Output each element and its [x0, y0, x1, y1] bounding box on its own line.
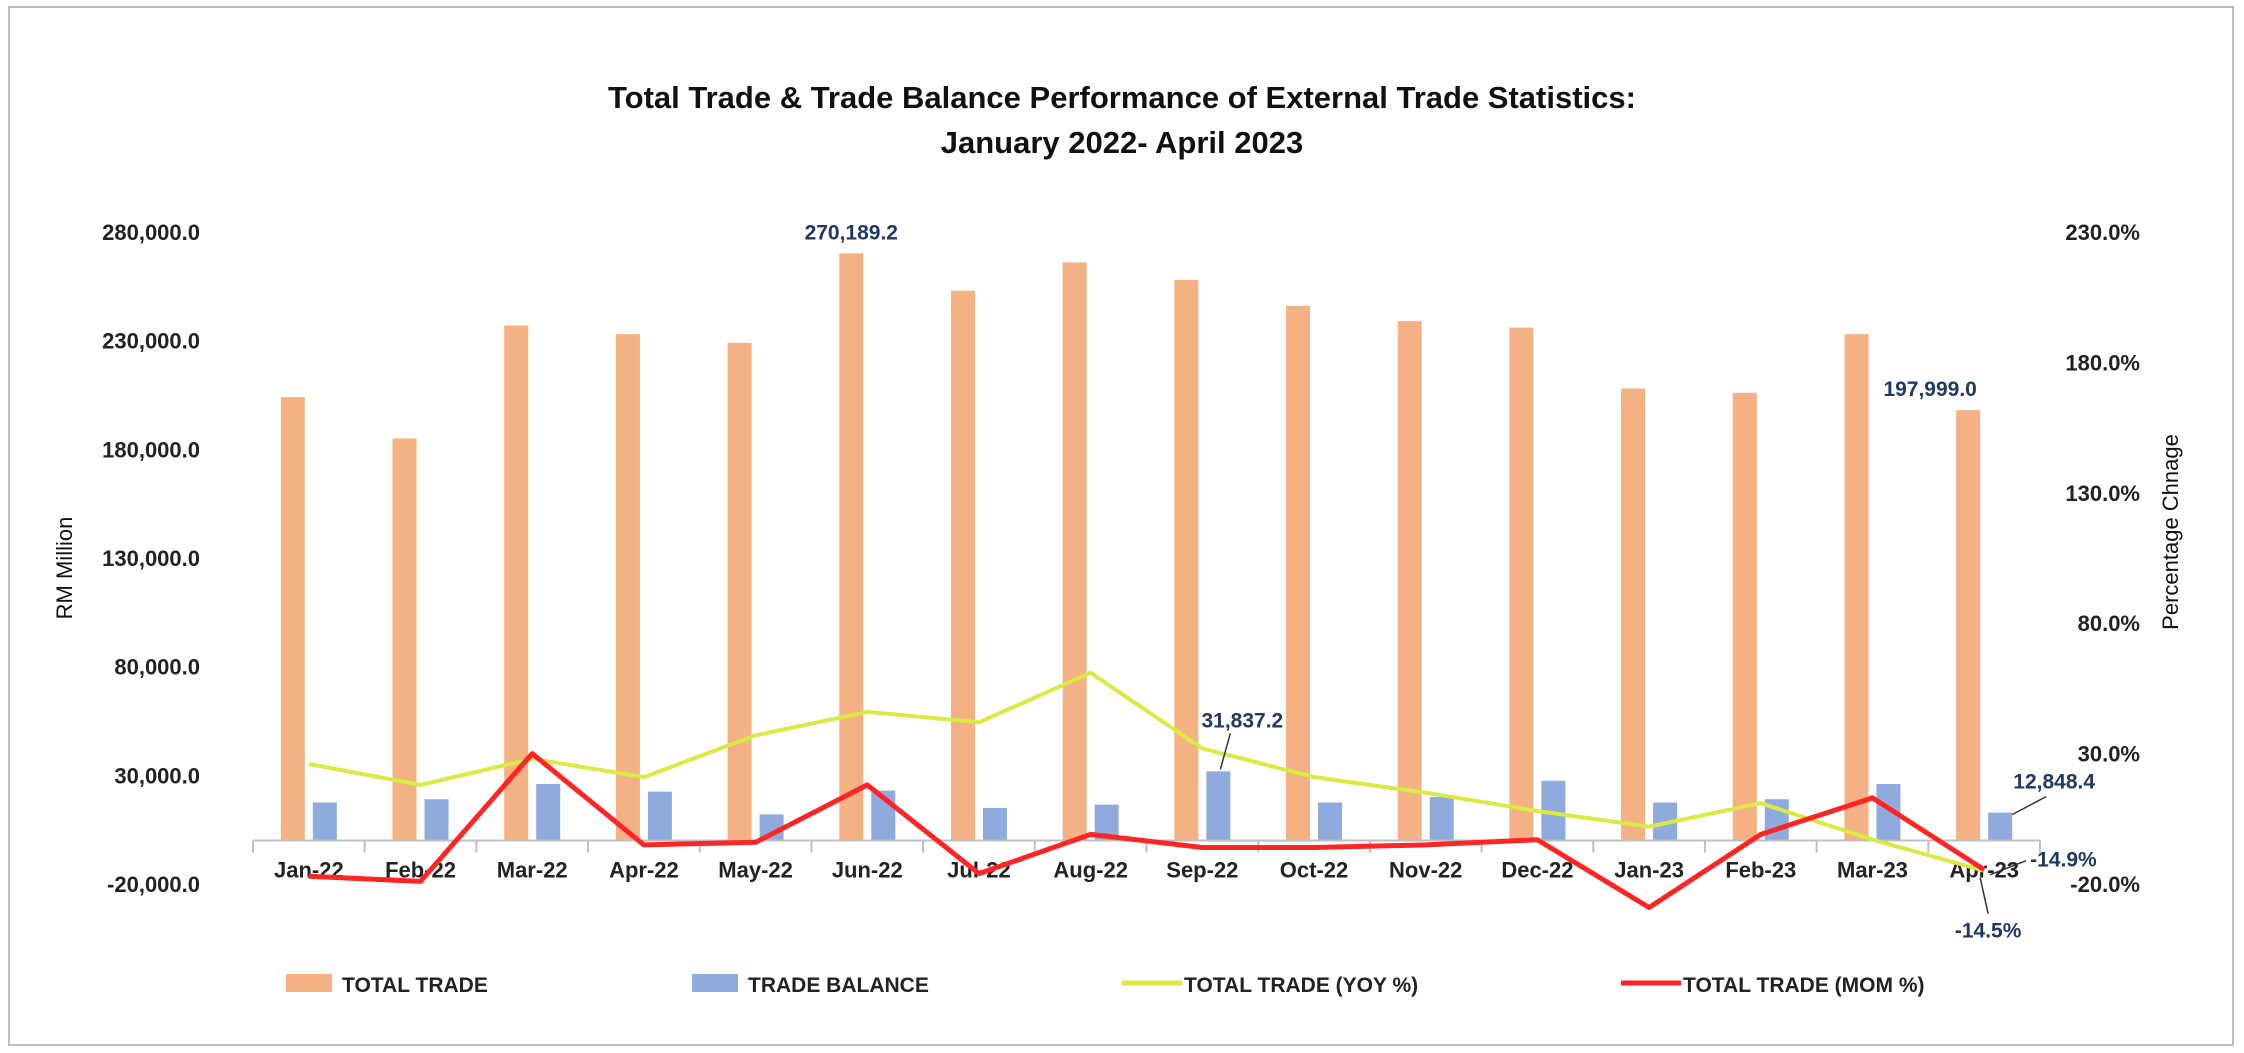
trade-balance-bar — [536, 784, 561, 841]
data-label-apr-yoy: -14.9% — [2030, 849, 2097, 872]
y-tick-label: 130,000.0 — [102, 546, 200, 571]
leader-line — [1989, 860, 2027, 876]
total-trade-bar — [1509, 327, 1534, 841]
data-label-sep-balance: 31,837.2 — [1201, 709, 1283, 732]
total-trade-bar — [1621, 388, 1646, 841]
x-tick-label: Nov-22 — [1389, 858, 1462, 883]
legend-label: TRADE BALANCE — [748, 974, 929, 997]
y2-axis-ticks: 230.0% 180.0% 130.0% 80.0% 30.0% -20.0% — [2065, 220, 2140, 897]
total-trade-bar — [1174, 279, 1199, 841]
y2-tick-label: 30.0% — [2078, 742, 2140, 767]
data-label-apr-balance: 12,848.4 — [2013, 771, 2095, 794]
x-tick-label: Apr-22 — [609, 858, 679, 883]
legend: TOTAL TRADE TRADE BALANCE TOTAL TRADE (YOY… — [286, 974, 1924, 997]
mom-line — [308, 751, 1986, 910]
y-tick-label: 80,000.0 — [114, 655, 200, 680]
total-trade-bar — [1286, 305, 1311, 841]
legend-label: TOTAL TRADE (MOM %) — [1683, 974, 1924, 997]
x-tick-label: Oct-22 — [1280, 858, 1348, 883]
x-tick-label: Jul-22 — [947, 858, 1011, 883]
x-tick-label: Dec-22 — [1501, 858, 1573, 883]
trade-balance-bar — [1988, 812, 2013, 841]
legend-swatch — [286, 974, 332, 992]
data-label-jun-total: 270,189.2 — [805, 221, 898, 244]
total-trade-bar — [392, 438, 417, 841]
y2-tick-label: 130.0% — [2065, 481, 2140, 506]
total-trade-bar — [504, 325, 529, 841]
trade-balance-bar — [1429, 797, 1454, 841]
y-axis-title: RM Million — [52, 517, 77, 620]
total-trade-bar — [615, 334, 640, 841]
x-tick-label: Sep-22 — [1166, 858, 1238, 883]
total-trade-bar — [950, 290, 975, 841]
total-trade-bar — [1732, 392, 1757, 841]
trade-balance-bar — [424, 799, 449, 841]
x-tick-label: Feb-23 — [1725, 858, 1796, 883]
y2-tick-label: 230.0% — [2065, 220, 2140, 245]
x-tick-label: Mar-22 — [497, 858, 568, 883]
x-tick-label: Jan-23 — [1614, 858, 1684, 883]
legend-swatch — [692, 974, 738, 992]
y2-tick-label: 80.0% — [2078, 611, 2140, 636]
chart-subtitle: January 2022- April 2023 — [941, 125, 1303, 160]
y-axis-ticks: 280,000.0 230,000.0 180,000.0 130,000.0 80,0… — [102, 220, 200, 897]
y-tick-label: 280,000.0 — [102, 220, 200, 245]
total-trade-bar — [1397, 321, 1422, 841]
leader-line — [1219, 733, 1232, 770]
bar-marks — [280, 253, 2013, 841]
legend-label: TOTAL TRADE (YOY %) — [1184, 974, 1418, 997]
total-trade-bar — [280, 397, 305, 841]
y2-axis-title: Percentage Chnage — [2158, 434, 2183, 630]
data-label-apr-total: 197,999.0 — [1883, 378, 1976, 401]
x-tick-label: Mar-23 — [1837, 858, 1908, 883]
x-tick-label: Jun-22 — [832, 858, 903, 883]
x-axis-ticks: Jan-22 Feb-22 Mar-22 Apr-22 May-22 Jun-22 Jul-… — [252, 840, 2041, 883]
total-trade-bar — [839, 253, 864, 841]
chart-title: Total Trade & Trade Balance Performance … — [608, 80, 1636, 115]
y-tick-label: 180,000.0 — [102, 437, 200, 462]
x-tick-label: May-22 — [718, 858, 793, 883]
y-tick-label: -20,000.0 — [107, 872, 200, 897]
x-tick-label: Aug-22 — [1053, 858, 1128, 883]
y-tick-label: 230,000.0 — [102, 329, 200, 354]
total-trade-bar — [727, 342, 752, 841]
trade-balance-bar — [1318, 802, 1343, 841]
y-tick-label: 30,000.0 — [114, 763, 200, 788]
trade-balance-bar — [1206, 771, 1231, 841]
leader-line — [2011, 795, 2047, 816]
line-series — [308, 670, 1986, 910]
y2-tick-label: -20.0% — [2070, 872, 2140, 897]
trade-balance-bar — [647, 791, 672, 841]
total-trade-bar — [1062, 262, 1087, 841]
yoy-line — [308, 670, 1985, 873]
trade-balance-bar — [982, 807, 1007, 841]
leader-line — [1979, 877, 1989, 914]
data-label-apr-mom: -14.5% — [1955, 920, 2022, 943]
legend-label: TOTAL TRADE — [342, 974, 488, 997]
total-trade-bar — [1956, 410, 1981, 841]
data-labels: 270,189.2 197,999.0 31,837.2 12,848.4 -1… — [805, 221, 2097, 942]
y2-tick-label: 180.0% — [2065, 350, 2140, 375]
trade-balance-bar — [312, 802, 337, 841]
total-trade-bar — [1844, 334, 1869, 841]
